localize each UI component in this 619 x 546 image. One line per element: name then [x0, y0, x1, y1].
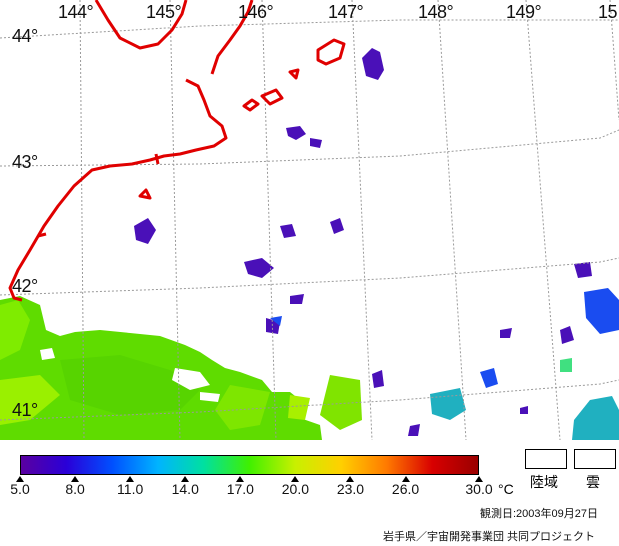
scale-tick-label: 11.0	[117, 481, 144, 497]
lat-label-44: 44°	[12, 26, 38, 46]
scale-tick-mark	[291, 476, 300, 482]
sst-teal-patches	[430, 358, 619, 440]
scale-tick-label: 20.0	[281, 481, 310, 497]
lon-label-145: 145°	[146, 2, 182, 22]
scale-tick-label: 26.0	[391, 481, 420, 497]
scale-tick-mark	[16, 476, 24, 482]
scale-tick-label: 30.0	[465, 481, 493, 497]
scale-tick-mark	[126, 476, 135, 482]
cloud-label: 雲	[586, 474, 600, 490]
scale-tick-mark	[346, 476, 355, 482]
scale-tick-label: 17.0	[226, 481, 254, 497]
map-canvas	[0, 0, 619, 440]
lon-label-149: 149°	[506, 2, 542, 22]
lon-label-144: 144°	[58, 2, 94, 22]
scale-tick-mark	[236, 476, 245, 482]
lat-label-41: 41°	[12, 400, 38, 420]
scale-tick-label: 14.0	[171, 481, 199, 497]
scale-tick-mark	[181, 476, 190, 482]
color-scale-bar	[20, 455, 479, 475]
lon-label-146: 146°	[238, 2, 274, 22]
sst-warm-band	[0, 296, 362, 440]
land-swatch	[525, 449, 567, 469]
unit-label: °C	[498, 481, 514, 497]
scale-tick-mark	[71, 476, 80, 482]
sst-blue-patches	[270, 288, 619, 388]
lon-label-150: 15	[598, 2, 618, 22]
lat-label-42: 42°	[12, 276, 38, 296]
sst-map: 144° 145° 146° 147° 148° 149° 15 44° 43°…	[0, 0, 619, 440]
credit-text: 岩手県／宇宙開発事業団 共同プロジェクト	[383, 531, 596, 543]
scale-tick-mark	[401, 476, 410, 482]
scale-tick-label: 5.0	[10, 481, 30, 497]
lon-label-148: 148°	[418, 2, 454, 22]
scale-tick-mark	[475, 476, 483, 482]
lon-label-147: 147°	[328, 2, 364, 22]
lat-label-43: 43°	[12, 152, 38, 172]
land-label: 陸域	[530, 474, 558, 490]
scale-tick-label: 8.0	[65, 481, 85, 497]
coastline	[8, 0, 346, 302]
observation-date: 観測日:2003年09月27日	[480, 508, 598, 520]
sst-cold-patches	[134, 48, 592, 436]
cloud-swatch	[574, 449, 616, 469]
scale-tick-label: 23.0	[336, 481, 365, 497]
